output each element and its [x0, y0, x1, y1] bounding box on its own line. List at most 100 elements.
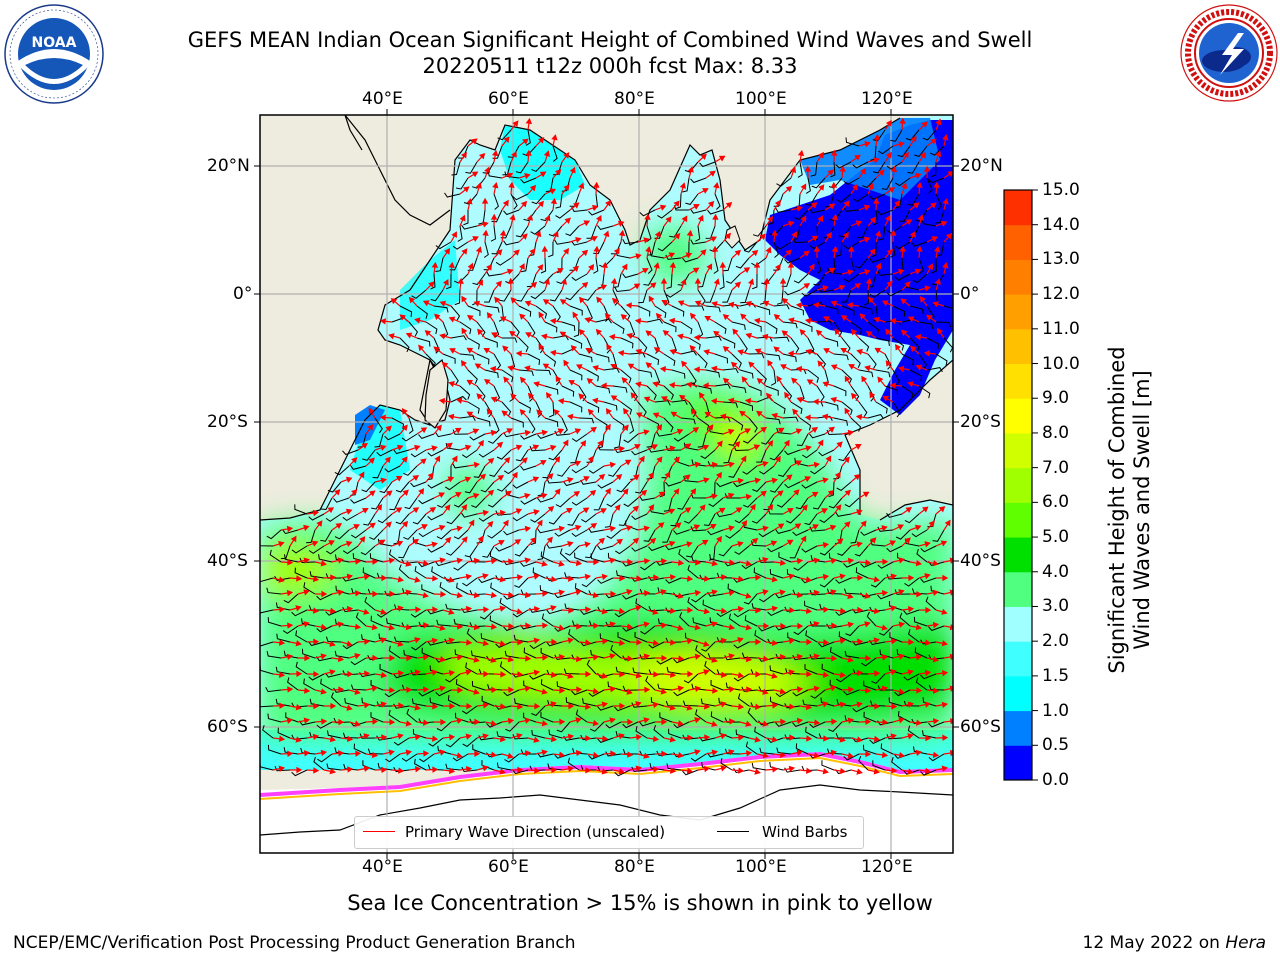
- wave-direction-arrowhead: [749, 503, 756, 511]
- wave-direction-arrowhead: [313, 767, 320, 774]
- wave-direction-arrowhead: [774, 199, 781, 207]
- wind-barb: [342, 606, 359, 613]
- wind-barb: [863, 680, 877, 691]
- wave-direction-arrowhead: [864, 621, 871, 628]
- wind-barb: [804, 600, 818, 611]
- wave-direction-arrowhead: [916, 245, 923, 252]
- wind-barb: [399, 305, 413, 317]
- wave-direction-arrowhead: [381, 574, 388, 582]
- wind-barb: [867, 273, 877, 288]
- wind-barb: [565, 697, 580, 707]
- wind-barb: [552, 161, 563, 176]
- wind-barb: [833, 417, 848, 426]
- wave-direction-arrowhead: [354, 688, 361, 695]
- wave-direction-arrowhead: [687, 670, 694, 678]
- wave-direction-arrowhead: [704, 411, 712, 418]
- wave-direction-arrowhead: [592, 365, 599, 372]
- wave-direction-arrowhead: [827, 169, 834, 176]
- wave-direction-arrowhead: [754, 768, 761, 775]
- wave-direction-arrowhead: [813, 245, 821, 252]
- wind-barb: [784, 606, 801, 612]
- wind-barb: [605, 751, 622, 757]
- wind-barb: [913, 746, 928, 755]
- wave-direction-arrowhead: [446, 442, 453, 449]
- colorbar-tick-label: 5.0: [1042, 527, 1070, 548]
- wind-barb: [844, 650, 860, 659]
- wave-direction-arrowhead: [765, 392, 773, 400]
- wind-barb: [309, 698, 325, 707]
- wave-direction-arrowhead: [677, 592, 684, 599]
- wave-direction-arrowhead: [320, 623, 328, 631]
- wave-direction-arrowhead: [823, 735, 830, 742]
- wind-barb: [866, 611, 877, 627]
- wave-direction-arrowhead: [890, 669, 897, 676]
- wave-direction-arrowhead: [473, 688, 480, 695]
- wave-direction-arrowhead: [505, 490, 512, 497]
- wind-barb: [501, 369, 514, 383]
- wave-direction-arrowhead: [659, 365, 667, 373]
- wave-direction-arrowhead: [563, 184, 570, 191]
- colorbar-tick-label: 1.5: [1042, 665, 1070, 686]
- wave-direction-arrowhead: [633, 283, 641, 290]
- wind-barb: [654, 400, 671, 406]
- wind-barb: [819, 545, 835, 556]
- wind-barb: [509, 385, 515, 402]
- wind-barb: [625, 520, 639, 531]
- wave-direction-arrowhead: [881, 525, 888, 532]
- wave-direction-arrowhead: [482, 733, 489, 740]
- wave-direction-arrowhead: [658, 491, 666, 498]
- wind-barb: [403, 649, 418, 659]
- wave-direction-arrowhead: [401, 407, 408, 415]
- wave-direction-arrowhead: [379, 318, 387, 325]
- wind-barb: [459, 415, 476, 422]
- wind-barb: [514, 698, 529, 707]
- wind-barb: [595, 417, 608, 430]
- wind-barb: [819, 513, 835, 524]
- lon-tick-bottom: 80°E: [614, 857, 655, 877]
- colorbar-tick-label: 12.0: [1042, 284, 1080, 305]
- wind-barb: [935, 209, 945, 224]
- wind-barb: [586, 449, 597, 463]
- wind-barb: [471, 497, 486, 508]
- wave-direction-arrowhead: [507, 277, 515, 284]
- wave-direction-arrowhead: [874, 230, 882, 237]
- wave-direction-arrowhead: [623, 407, 630, 415]
- wave-direction-arrowhead: [898, 688, 905, 695]
- wind-barb: [629, 417, 635, 434]
- wind-barb: [680, 321, 693, 335]
- wind-barb: [459, 385, 471, 400]
- wind-barb: [843, 753, 860, 761]
- wave-direction-arrowhead: [718, 507, 726, 514]
- wave-direction-arrowhead: [877, 376, 884, 383]
- wind-barb: [663, 289, 670, 306]
- wave-direction-arrowhead: [760, 426, 768, 433]
- wind-barb: [472, 273, 486, 286]
- wave-direction-arrowhead: [388, 557, 396, 564]
- wind-barb: [530, 289, 546, 300]
- wind-barb: [773, 193, 784, 207]
- wave-direction-arrowhead: [440, 718, 447, 726]
- wind-barb: [565, 289, 580, 301]
- wind-barb: [733, 641, 750, 649]
- wave-direction-arrowhead: [567, 476, 574, 484]
- wave-direction-arrowhead: [533, 381, 540, 388]
- wave-direction-arrowhead: [303, 589, 310, 596]
- wind-barb: [549, 289, 563, 302]
- wind-barb: [606, 497, 622, 508]
- wind-barb: [928, 684, 945, 691]
- wind-barb: [342, 576, 359, 582]
- wind-barb: [410, 670, 427, 676]
- wave-direction-arrowhead: [321, 718, 328, 725]
- wind-barb: [877, 561, 894, 569]
- wave-direction-arrowhead: [507, 591, 515, 598]
- wave-direction-arrowhead: [541, 429, 549, 436]
- wind-barb: [504, 753, 520, 763]
- wind-barb: [921, 218, 937, 227]
- wave-direction-arrowhead: [466, 639, 473, 646]
- wave-direction-arrowhead: [524, 300, 532, 307]
- wave-direction-arrowhead: [643, 752, 650, 759]
- wave-direction-arrowhead: [517, 766, 524, 774]
- wave-direction-arrowhead: [414, 317, 421, 324]
- wave-direction-arrowhead: [703, 640, 710, 648]
- wave-direction-arrowhead: [578, 393, 585, 400]
